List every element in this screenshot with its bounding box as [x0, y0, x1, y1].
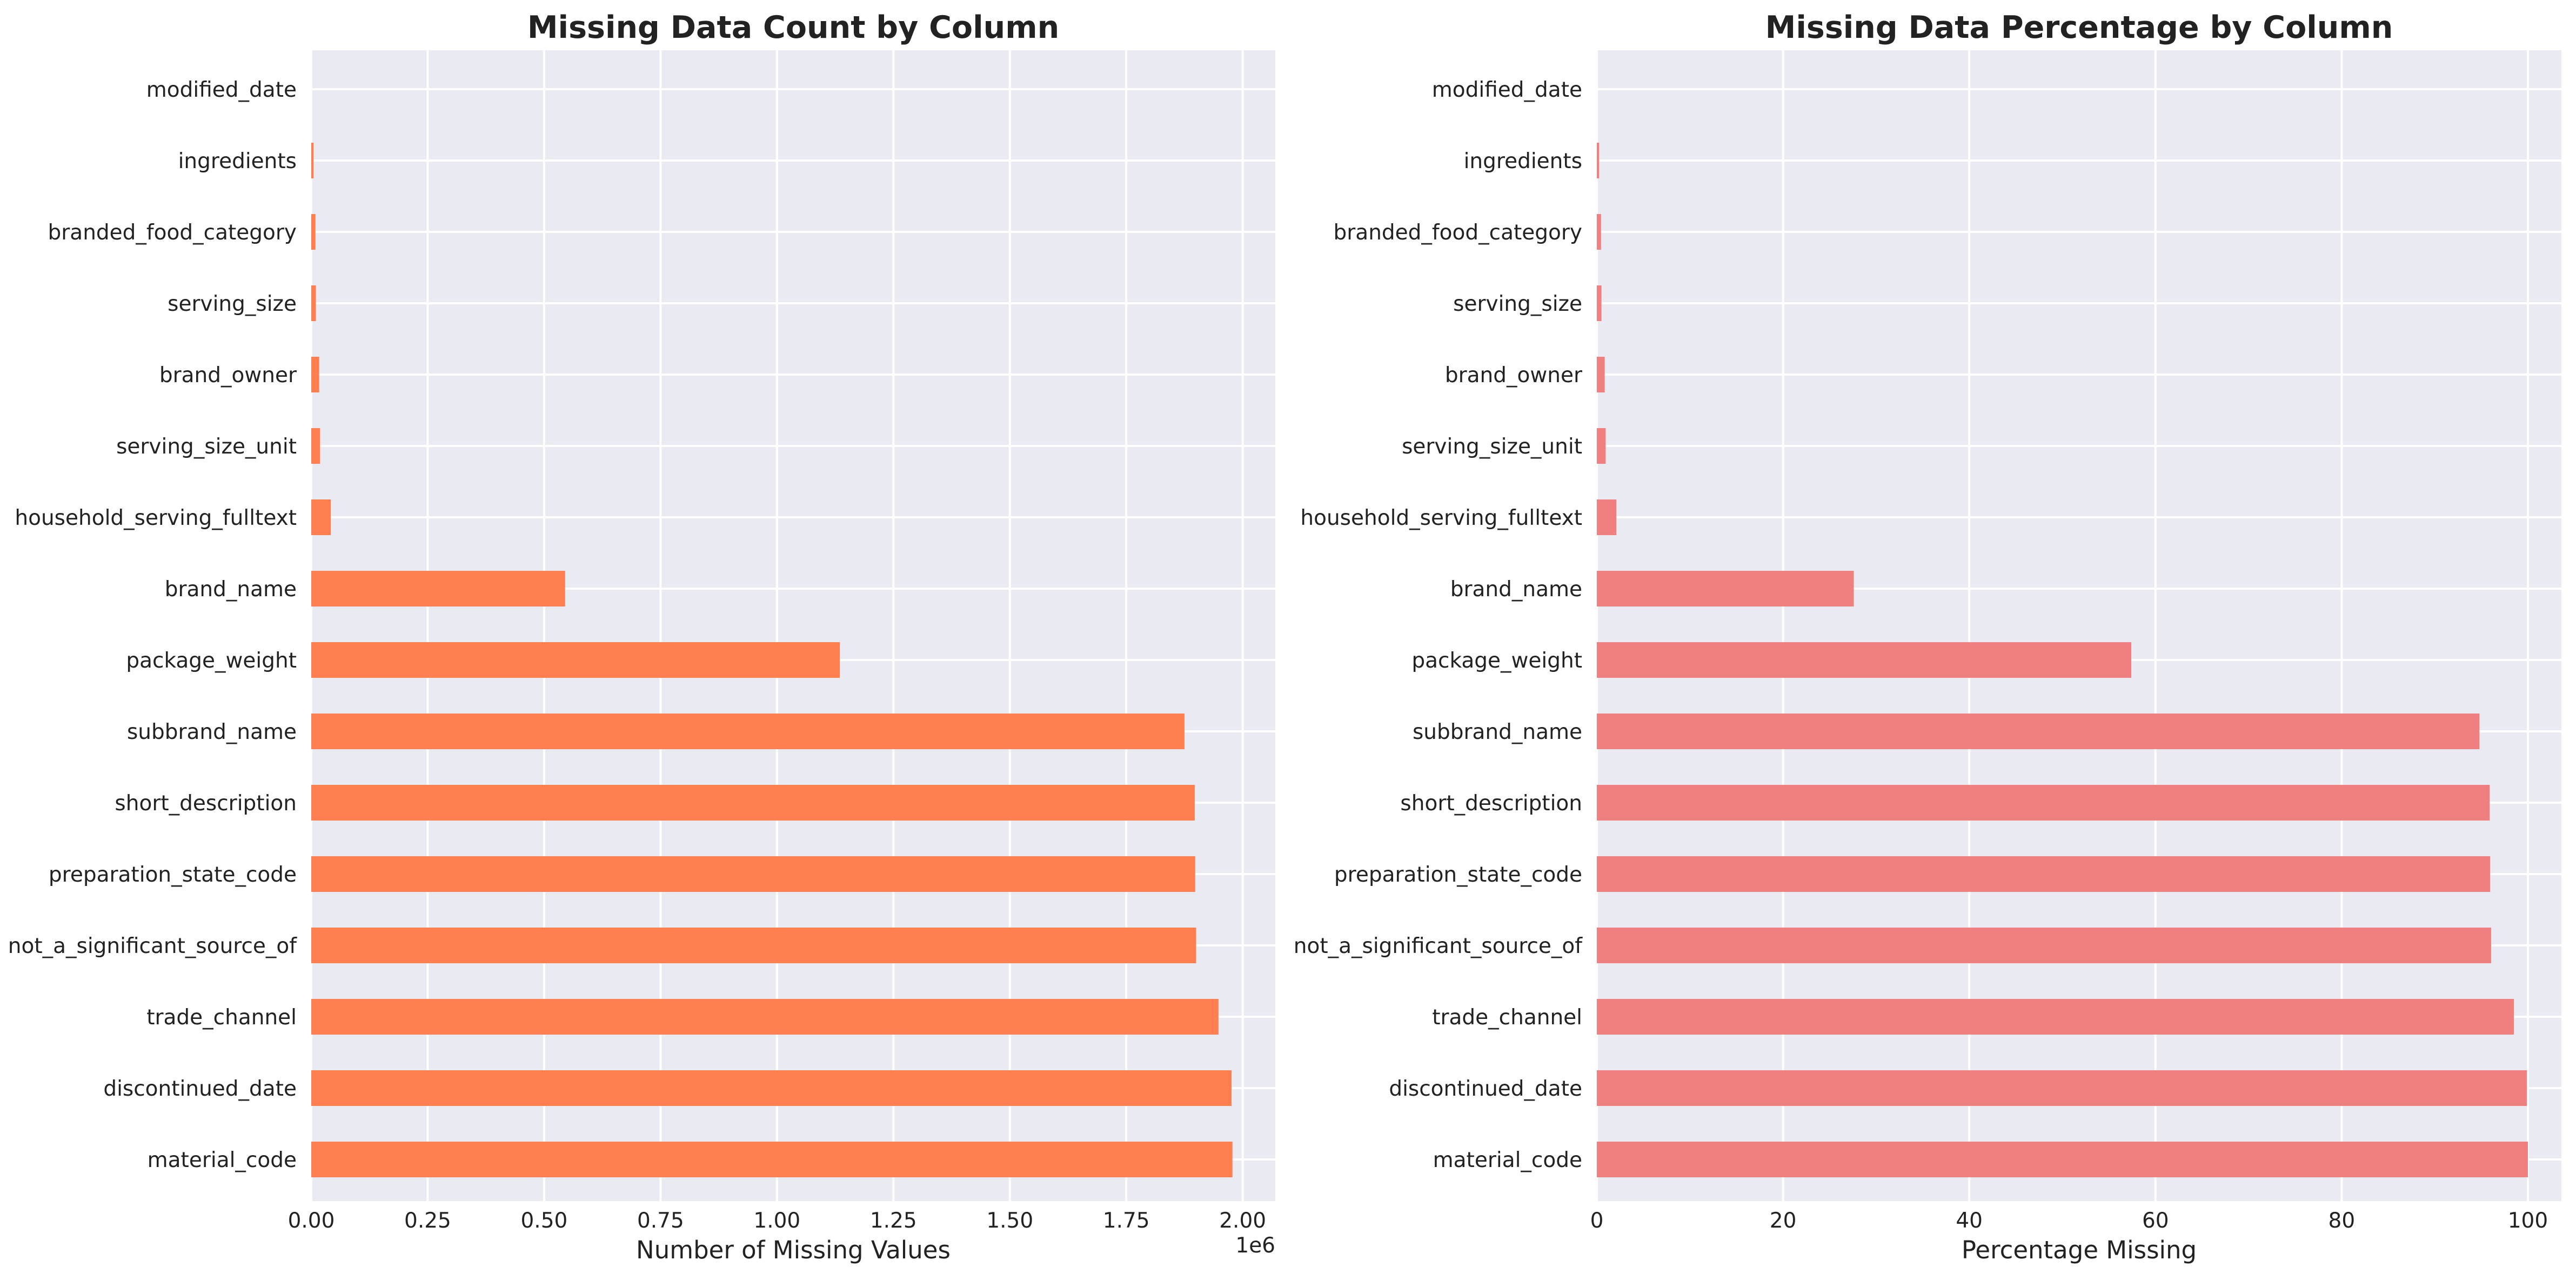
percentage-bar-discontinued-date — [1597, 1070, 2527, 1106]
count-x-tick-label: 0.00 — [288, 1209, 335, 1233]
count-x-tick-labels: 0.00 0.25 0.50 0.75 1.00 1.25 1.50 1.75 2.00 — [288, 1209, 1267, 1233]
percentage-category-label: modified_date — [1432, 78, 1582, 102]
count-category-label: serving_size_unit — [116, 435, 297, 459]
count-bar-serving-size — [311, 285, 316, 321]
percentage-category-label: serving_size_unit — [1402, 435, 1582, 459]
percentage-category-label: brand_name — [1450, 577, 1582, 602]
percentage-category-label: discontinued_date — [1389, 1077, 1582, 1101]
count-bar-short-description — [311, 785, 1195, 821]
count-x-tick-label: 0.75 — [637, 1209, 684, 1233]
percentage-category-label: not_a_significant_source_of — [1294, 934, 1583, 958]
percentage-chart-title: Missing Data Percentage by Column — [1765, 10, 2393, 45]
count-category-label: material_code — [148, 1148, 297, 1172]
count-category-label: serving_size — [168, 292, 297, 316]
percentage-category-labels: modified_date ingredients branded_food_cat… — [1294, 78, 1583, 1172]
count-category-labels: modified_date ingredients branded_food_cat… — [8, 78, 298, 1172]
percentage-bar-not-a-significant-source-of — [1597, 928, 2491, 963]
count-x-tick-label: 1.75 — [1103, 1209, 1150, 1233]
percentage-bar-subbrand-name — [1597, 714, 2480, 749]
percentage-x-tick-label: 80 — [2329, 1209, 2356, 1233]
percentage-category-label: preparation_state_code — [1334, 863, 1582, 887]
percentage-bar-household-serving-fulltext — [1597, 499, 1617, 535]
count-x-tick-label: 0.50 — [520, 1209, 567, 1233]
count-category-label: not_a_significant_source_of — [8, 934, 298, 958]
percentage-chart-panel: modified_date ingredients branded_food_cat… — [1294, 10, 2561, 1264]
count-category-label: brand_name — [165, 577, 297, 602]
count-bar-discontinued-date — [311, 1070, 1232, 1106]
percentage-x-tick-label: 60 — [2142, 1209, 2169, 1233]
percentage-bar-serving-size-unit — [1597, 428, 1606, 464]
count-x-tick-label: 2.00 — [1219, 1209, 1266, 1233]
count-category-label: subbrand_name — [127, 720, 297, 744]
count-bar-branded-food-category — [311, 214, 316, 250]
percentage-bar-preparation-state-code — [1597, 856, 2491, 892]
percentage-bar-brand-name — [1597, 571, 1854, 606]
percentage-x-tick-label: 40 — [1956, 1209, 1983, 1233]
percentage-bar-trade-channel — [1597, 999, 2514, 1035]
count-x-offset-label: 1e6 — [1235, 1234, 1275, 1258]
count-chart-title: Missing Data Count by Column — [527, 10, 1059, 45]
percentage-category-label: package_weight — [1411, 649, 1582, 673]
percentage-x-tick-label: 100 — [2508, 1209, 2548, 1233]
count-category-label: preparation_state_code — [49, 863, 297, 887]
count-bar-serving-size-unit — [311, 428, 320, 464]
count-bar-not-a-significant-source-of — [311, 928, 1196, 963]
count-x-tick-label: 1.50 — [986, 1209, 1033, 1233]
count-bar-subbrand-name — [311, 714, 1185, 749]
count-x-tick-label: 1.00 — [753, 1209, 800, 1233]
count-category-label: brand_owner — [159, 363, 297, 388]
count-category-label: branded_food_category — [48, 221, 297, 245]
percentage-category-label: branded_food_category — [1334, 221, 1582, 245]
percentage-category-label: household_serving_fulltext — [1300, 506, 1582, 530]
percentage-category-label: short_description — [1400, 791, 1582, 816]
count-bar-ingredients — [311, 143, 314, 178]
percentage-x-axis-label: Percentage Missing — [1962, 1236, 2197, 1264]
percentage-bars — [1597, 143, 2528, 1177]
count-bar-brand-owner — [311, 357, 319, 392]
percentage-category-label: brand_owner — [1445, 363, 1583, 388]
percentage-bar-ingredients — [1597, 143, 1600, 178]
count-category-label: discontinued_date — [103, 1077, 297, 1101]
percentage-category-label: trade_channel — [1432, 1005, 1582, 1030]
count-chart-panel: modified_date ingredients branded_food_cat… — [8, 10, 1275, 1264]
percentage-category-label: serving_size — [1453, 292, 1582, 316]
count-category-label: short_description — [115, 791, 297, 816]
percentage-bar-material-code — [1597, 1142, 2528, 1177]
count-category-label: modified_date — [146, 78, 297, 102]
count-x-tick-label: 0.25 — [404, 1209, 451, 1233]
count-category-label: package_weight — [126, 649, 297, 673]
percentage-x-tick-label: 20 — [1770, 1209, 1797, 1233]
count-x-axis-label: Number of Missing Values — [636, 1236, 951, 1264]
percentage-bar-short-description — [1597, 785, 2490, 821]
percentage-bar-package-weight — [1597, 642, 2131, 678]
percentage-x-tick-labels: 0 20 40 60 80 100 — [1590, 1209, 2548, 1233]
percentage-bar-brand-owner — [1597, 357, 1605, 392]
count-category-label: ingredients — [178, 149, 297, 174]
count-bar-household-serving-fulltext — [311, 499, 331, 535]
count-bar-package-weight — [311, 642, 840, 678]
percentage-bar-branded-food-category — [1597, 214, 1601, 250]
percentage-category-label: subbrand_name — [1413, 720, 1582, 744]
percentage-category-label: material_code — [1433, 1148, 1582, 1172]
count-bar-material-code — [311, 1142, 1233, 1177]
count-bars — [311, 143, 1233, 1177]
count-category-label: household_serving_fulltext — [15, 506, 297, 530]
percentage-bar-serving-size — [1597, 285, 1602, 321]
percentage-category-label: ingredients — [1464, 149, 1582, 174]
count-bar-trade-channel — [311, 999, 1219, 1035]
count-bar-preparation-state-code — [311, 856, 1195, 892]
count-x-tick-label: 1.25 — [870, 1209, 917, 1233]
percentage-x-tick-label: 0 — [1590, 1209, 1604, 1233]
count-bar-brand-name — [311, 571, 565, 606]
count-category-label: trade_channel — [146, 1005, 297, 1030]
